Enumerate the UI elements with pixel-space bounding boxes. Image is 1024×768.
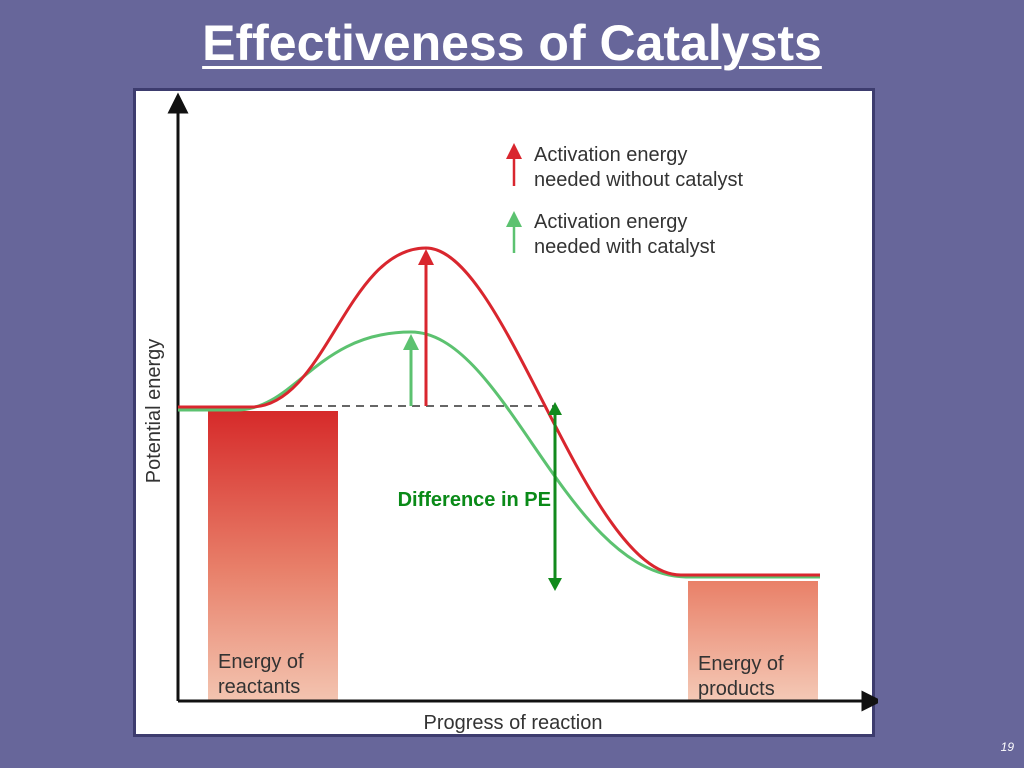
slide-number: 19 (1000, 740, 1014, 754)
with-catalyst-curve (178, 330, 820, 579)
products-label-1: Energy of (698, 653, 784, 675)
products-energy-bar (688, 581, 818, 701)
diagram-frame: Difference in PE Activation energy neede… (133, 88, 878, 737)
activation-arrowhead-with-catalyst (403, 334, 419, 350)
legend-arrowhead-without-catalyst (506, 143, 522, 159)
reactants-label-1: Energy of (218, 651, 304, 673)
legend-text-without-catalyst-1: Activation energy (534, 144, 687, 166)
difference-label: Difference in PE (398, 489, 551, 511)
y-axis-label: Potential energy (143, 339, 165, 484)
legend-arrowhead-with-catalyst (506, 211, 522, 227)
legend-text-without-catalyst-2: needed without catalyst (534, 169, 743, 191)
energy-diagram: Difference in PE Activation energy neede… (143, 92, 878, 734)
reactants-label-2: reactants (218, 676, 300, 698)
without-catalyst-curve (178, 246, 820, 577)
slide-title: Effectiveness of Catalysts (202, 15, 822, 71)
difference-arrowhead-bottom (548, 578, 562, 591)
difference-arrowhead-top (548, 402, 562, 415)
legend-text-with-catalyst-2: needed with catalyst (534, 236, 716, 258)
legend-text-with-catalyst-1: Activation energy (534, 211, 687, 233)
x-axis-label: Progress of reaction (424, 712, 603, 734)
products-label-2: products (698, 678, 775, 700)
reactants-energy-bar (208, 411, 338, 701)
activation-arrowhead-without-catalyst (418, 249, 434, 265)
